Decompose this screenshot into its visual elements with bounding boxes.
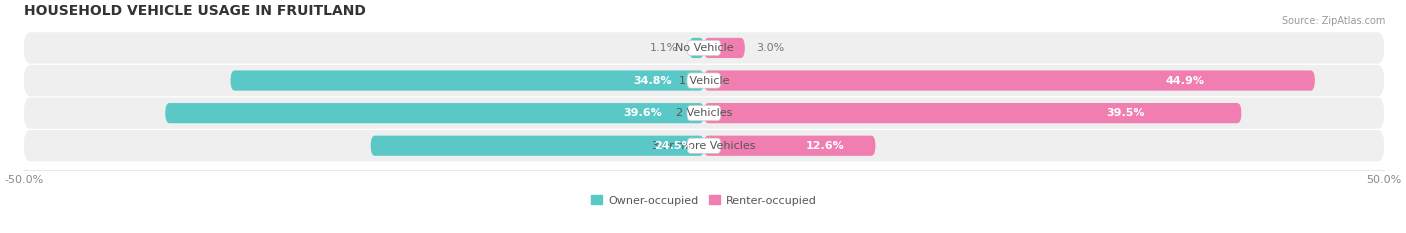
Text: 12.6%: 12.6%: [806, 141, 845, 151]
Text: No Vehicle: No Vehicle: [675, 43, 734, 53]
FancyBboxPatch shape: [24, 32, 1385, 64]
Text: Source: ZipAtlas.com: Source: ZipAtlas.com: [1281, 16, 1385, 26]
FancyBboxPatch shape: [688, 138, 721, 153]
FancyBboxPatch shape: [688, 40, 721, 55]
FancyBboxPatch shape: [24, 65, 1385, 96]
FancyBboxPatch shape: [688, 106, 721, 121]
FancyBboxPatch shape: [24, 130, 1385, 161]
FancyBboxPatch shape: [704, 103, 1241, 123]
Text: 34.8%: 34.8%: [633, 75, 672, 86]
Text: 2 Vehicles: 2 Vehicles: [676, 108, 733, 118]
FancyBboxPatch shape: [704, 70, 1315, 91]
Text: 1.1%: 1.1%: [650, 43, 678, 53]
Legend: Owner-occupied, Renter-occupied: Owner-occupied, Renter-occupied: [591, 195, 817, 206]
FancyBboxPatch shape: [688, 73, 721, 88]
FancyBboxPatch shape: [371, 136, 704, 156]
FancyBboxPatch shape: [166, 103, 704, 123]
Text: HOUSEHOLD VEHICLE USAGE IN FRUITLAND: HOUSEHOLD VEHICLE USAGE IN FRUITLAND: [24, 4, 366, 18]
Text: 44.9%: 44.9%: [1166, 75, 1205, 86]
FancyBboxPatch shape: [704, 136, 876, 156]
Text: 1 Vehicle: 1 Vehicle: [679, 75, 730, 86]
FancyBboxPatch shape: [24, 97, 1385, 129]
Text: 3 or more Vehicles: 3 or more Vehicles: [652, 141, 756, 151]
FancyBboxPatch shape: [689, 38, 704, 58]
Text: 24.5%: 24.5%: [654, 141, 693, 151]
FancyBboxPatch shape: [704, 38, 745, 58]
Text: 39.5%: 39.5%: [1107, 108, 1144, 118]
Text: 3.0%: 3.0%: [755, 43, 785, 53]
Text: 39.6%: 39.6%: [623, 108, 662, 118]
FancyBboxPatch shape: [231, 70, 704, 91]
